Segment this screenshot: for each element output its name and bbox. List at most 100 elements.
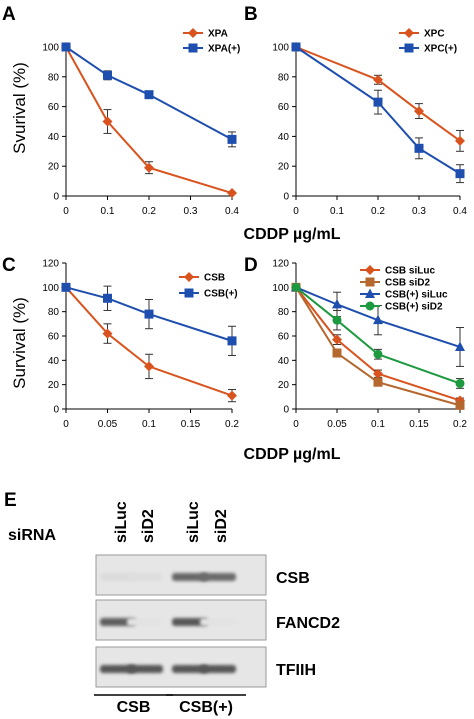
- lane-label: siLuc: [113, 501, 130, 543]
- x-tick-label: 0.3: [412, 206, 426, 217]
- y-tick-label: 60: [278, 102, 290, 113]
- legend-marker: [188, 43, 198, 53]
- legend-label: CSB siLuc: [385, 266, 435, 277]
- y-tick-label: 120: [272, 259, 289, 270]
- data-point: [103, 293, 112, 303]
- y-tick-label: 20: [278, 380, 290, 391]
- legend-marker: [404, 43, 414, 53]
- y-tick-label: 40: [278, 132, 290, 143]
- legend-label: CSB siD2: [385, 278, 430, 289]
- legend-label: XPC: [424, 29, 445, 40]
- data-point: [373, 377, 383, 387]
- x-tick-label: 0: [293, 206, 299, 217]
- blot-band: [200, 665, 236, 673]
- legend-marker: [365, 288, 375, 298]
- legend-marker: [365, 265, 375, 275]
- y-tick-label: 20: [48, 162, 60, 173]
- data-point: [102, 116, 113, 127]
- series-xpc-: [291, 42, 465, 184]
- data-point: [291, 282, 301, 292]
- y-tick-label: 60: [278, 332, 290, 343]
- data-point: [332, 348, 342, 358]
- y-axis-label-a: Svurival (%): [10, 62, 29, 154]
- legend-label: CSB(+) siD2: [385, 302, 443, 313]
- legend-label: XPA: [208, 29, 228, 40]
- series-csb-siluc: [291, 281, 465, 367]
- series-line: [295, 46, 461, 175]
- blot-band: [200, 573, 236, 581]
- series-xpa: [61, 42, 237, 199]
- x-tick-label: 0.4: [225, 206, 239, 217]
- legend-marker: [365, 301, 375, 311]
- legend-label: CSB(+): [204, 289, 238, 300]
- data-point: [227, 188, 237, 199]
- y-tick-label: 100: [272, 283, 289, 294]
- series-line: [295, 286, 461, 407]
- y-tick-label: 60: [48, 332, 60, 343]
- legend-entry: CSB(+): [179, 288, 238, 300]
- legend-entry: XPC: [399, 28, 445, 40]
- series-line: [295, 286, 461, 402]
- blot-band: [127, 618, 163, 626]
- data-point: [61, 42, 71, 52]
- data-point: [455, 169, 465, 179]
- legend-entry: CSB siLuc: [360, 265, 435, 277]
- x-tick-label: 0.1: [330, 206, 344, 217]
- x-tick-label: 0.05: [98, 419, 118, 430]
- data-point: [455, 400, 465, 410]
- blot-strip-tfiih: TFIIH: [95, 646, 316, 688]
- data-point: [414, 106, 424, 117]
- legend-entry: XPA: [183, 28, 228, 40]
- data-point: [373, 314, 383, 325]
- y-tick-label: 100: [42, 283, 59, 294]
- data-point: [291, 42, 301, 52]
- blot-band: [127, 573, 163, 581]
- data-point: [373, 368, 383, 379]
- legend-marker: [184, 272, 194, 282]
- blot-band: [172, 618, 208, 626]
- data-point: [227, 390, 237, 401]
- x-tick-label: 0.05: [327, 419, 347, 430]
- y-tick-label: 60: [48, 102, 60, 113]
- panel-letter-d: D: [244, 255, 258, 276]
- data-point: [332, 315, 342, 325]
- group-label: CSB(+): [179, 699, 233, 716]
- legend-marker: [184, 288, 194, 298]
- y-tick-label: 20: [48, 380, 60, 391]
- blot-band: [100, 618, 136, 626]
- data-point: [227, 336, 237, 346]
- series-csb: [61, 282, 237, 403]
- y-tick-label: 40: [48, 132, 60, 143]
- y-axis-label-c: Survival (%): [10, 297, 29, 389]
- x-tick-label: 0.15: [181, 419, 201, 430]
- y-tick-label: 80: [48, 72, 60, 83]
- data-point: [455, 341, 465, 351]
- series-line: [65, 46, 233, 141]
- data-point: [144, 162, 154, 173]
- data-point: [373, 97, 383, 107]
- data-point: [144, 361, 154, 372]
- data-point: [103, 70, 112, 80]
- blot-band: [127, 665, 163, 673]
- legend-label: CSB(+) siLuc: [385, 290, 448, 301]
- blot-strip-csb: CSB: [95, 554, 310, 596]
- blot-strip-fancd2: FANCD2: [95, 599, 340, 641]
- series-line: [295, 286, 461, 385]
- blot-band: [100, 665, 136, 673]
- data-point: [144, 309, 154, 319]
- x-tick-label: 0.15: [409, 419, 429, 430]
- series-line: [295, 46, 461, 142]
- y-tick-label: 100: [272, 43, 289, 54]
- series-line: [295, 286, 461, 348]
- data-point: [227, 134, 237, 144]
- x-tick-label: 0.3: [184, 206, 198, 217]
- x-tick-label: 0: [63, 419, 69, 430]
- data-point: [332, 334, 342, 345]
- x-tick-label: 0.2: [142, 206, 156, 217]
- x-tick-label: 0.1: [101, 206, 115, 217]
- data-point: [455, 378, 465, 388]
- legend-entry: CSB: [179, 272, 225, 284]
- y-tick-label: 0: [53, 192, 59, 203]
- x-tick-label: 0: [293, 419, 299, 430]
